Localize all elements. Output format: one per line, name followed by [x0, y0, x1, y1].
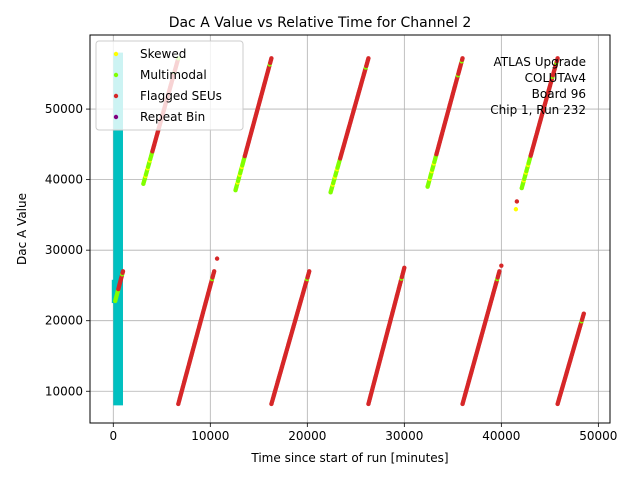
all-data-column: [113, 52, 123, 406]
annotation-block: ATLAS Upgrade COLUTAv4 Board 96 Chip 1, …: [490, 55, 586, 117]
x-tick-label: 0: [109, 429, 117, 443]
y-tick-label: 50000: [45, 102, 83, 116]
legend-label-flagged: Flagged SEUs: [140, 89, 222, 103]
annotation-line-3: Board 96: [532, 87, 586, 101]
annotation-line-4: Chip 1, Run 232: [490, 103, 586, 117]
legend-label-repeat: Repeat Bin: [140, 110, 205, 124]
legend-marker-flagged: [113, 93, 119, 99]
y-tick-label: 40000: [45, 173, 83, 187]
y-tick-label: 10000: [45, 384, 83, 398]
tick-layer: 0 10000 20000 30000 40000 50000 10000 20000 3000…: [45, 102, 618, 443]
x-tick-label: 20000: [288, 429, 326, 443]
y-axis-title: Dac A Value: [15, 193, 29, 265]
ramp-point: [497, 269, 502, 274]
legend-label-skewed: Skewed: [140, 47, 186, 61]
outlier-point: [214, 256, 220, 261]
outlier-point: [514, 199, 520, 204]
ramp-point: [120, 269, 126, 274]
ramp-point: [581, 311, 587, 316]
plot-frame: [89, 34, 611, 424]
legend-marker-skewed: [113, 51, 119, 57]
legend: Skewed Multimodal Flagged SEUs Repeat Bi…: [95, 40, 244, 131]
ramp-point: [402, 265, 407, 270]
x-tick-label: 40000: [482, 429, 520, 443]
ramp-point: [460, 56, 465, 61]
x-tick-label: 50000: [579, 429, 617, 443]
legend-marker-multimodal: [113, 72, 119, 78]
legend-marker-repeat: [113, 114, 119, 120]
x-tick-label: 30000: [385, 429, 423, 443]
y-tick-label: 20000: [45, 314, 83, 328]
y-tick-label: 30000: [45, 243, 83, 257]
legend-box: [95, 40, 244, 131]
chart-title: Dac A Value vs Relative Time for Channel…: [169, 15, 472, 31]
outlier-point: [513, 207, 519, 212]
outlier-point: [499, 263, 504, 268]
annotation-line-1: ATLAS Upgrade: [493, 55, 586, 69]
ramp-point: [211, 269, 217, 274]
annotation-line-2: COLUTAv4: [525, 71, 586, 85]
ramp-point: [269, 56, 274, 61]
all-data-column-spur: [111, 279, 114, 304]
x-axis-title: Time since start of run [minutes]: [250, 451, 448, 465]
ramp-point: [307, 269, 312, 274]
legend-label-multimodal: Multimodal: [140, 68, 207, 82]
x-tick-label: 10000: [191, 429, 229, 443]
ramp-point: [366, 56, 371, 61]
ramp-point: [555, 56, 560, 61]
